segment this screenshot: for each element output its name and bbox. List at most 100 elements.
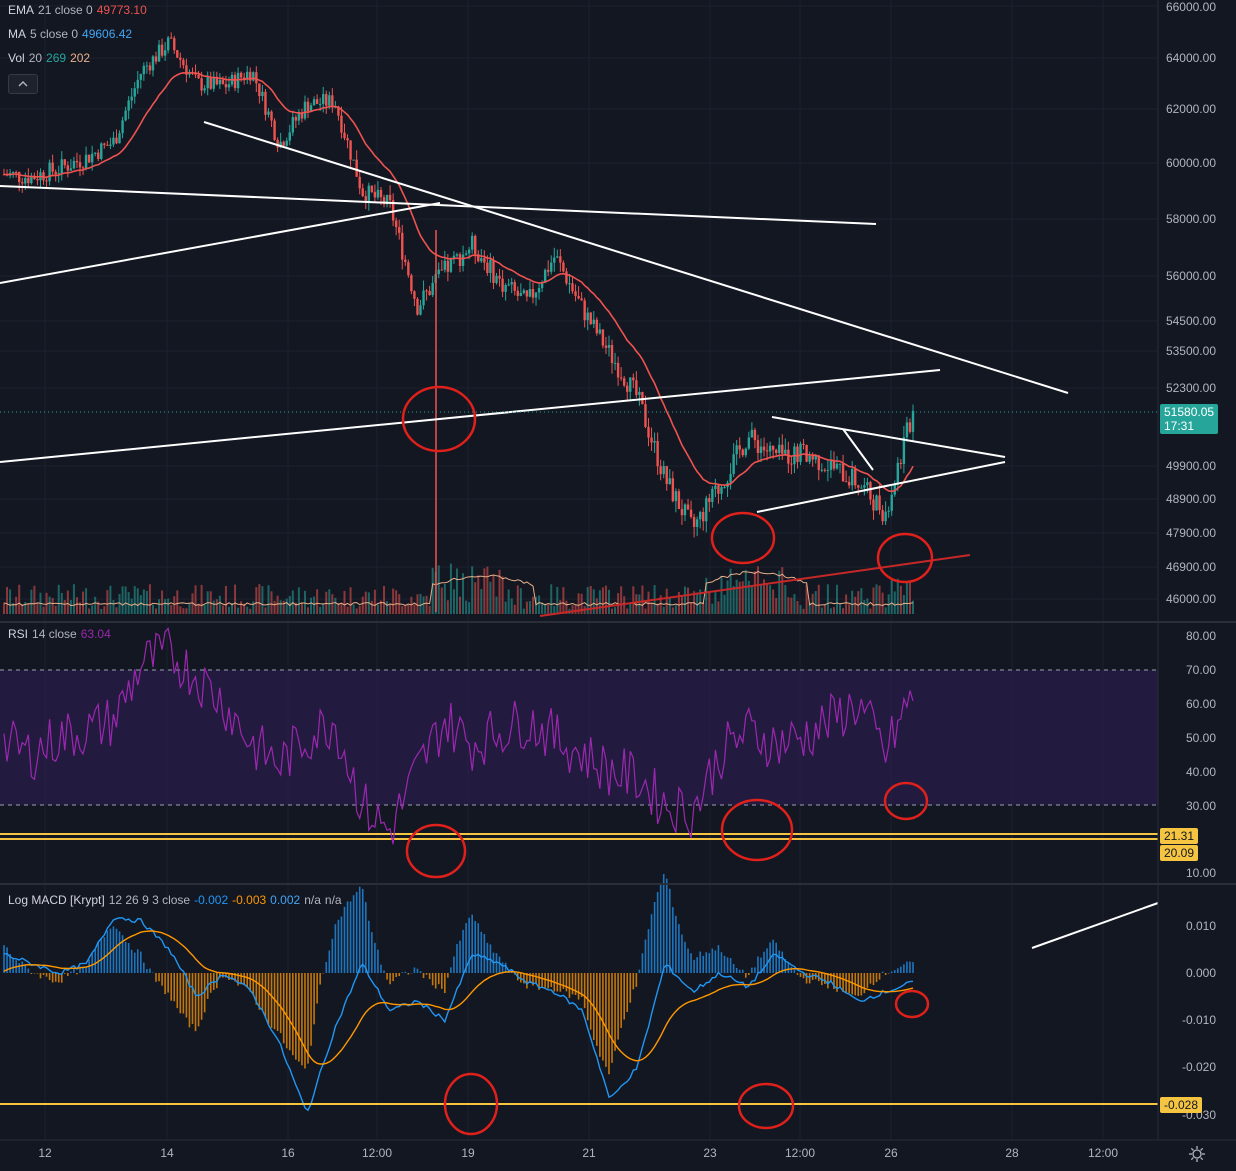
macd-histogram-bar <box>778 950 781 973</box>
macd-histogram-bar <box>343 906 346 973</box>
candle-body <box>370 185 374 192</box>
highlight-circle[interactable] <box>720 798 794 862</box>
candle-body <box>236 72 240 89</box>
highlight-circle[interactable] <box>876 532 934 584</box>
ma-legend[interactable]: MA 5 close 0 49606.42 <box>8 27 136 41</box>
volume-bar <box>12 603 15 614</box>
candle-body <box>416 298 419 315</box>
candle-body <box>480 258 483 262</box>
ema-legend[interactable]: EMA 21 close 0 49773.10 <box>8 3 151 17</box>
volume-bar <box>328 589 331 614</box>
volume-bar <box>264 607 267 614</box>
candle-body <box>580 298 583 301</box>
volume-bar <box>480 589 483 614</box>
trendline[interactable] <box>842 428 874 471</box>
macd-histogram-bar <box>91 953 93 973</box>
trendline[interactable] <box>203 121 1069 394</box>
macd-histogram-bar <box>866 973 869 988</box>
macd-histogram-bar <box>459 940 461 973</box>
volume-bar <box>118 593 121 614</box>
candle-body <box>90 153 94 163</box>
trendline[interactable] <box>0 202 441 284</box>
macd-histogram-bar <box>410 972 413 974</box>
macd-histogram-bar <box>322 973 325 974</box>
candle-body <box>510 282 513 285</box>
candle-body <box>805 445 808 462</box>
candle-body <box>106 144 109 146</box>
volume-bar <box>282 600 285 614</box>
macd-histogram-bar <box>371 932 373 973</box>
candle-body <box>765 450 769 452</box>
ma-legend-params: 5 close 0 <box>30 27 79 41</box>
candle-body <box>215 76 219 85</box>
volume-bar <box>839 604 842 614</box>
volume-bar <box>376 604 379 614</box>
candle-body <box>850 469 854 486</box>
macd-histogram-bar <box>893 970 896 973</box>
macd-histogram-bar <box>501 962 504 973</box>
highlight-circle[interactable] <box>405 823 467 879</box>
macd-histogram-bar <box>161 973 163 986</box>
candle-body <box>428 290 431 296</box>
candle-body <box>203 88 206 91</box>
volume-bar <box>449 563 452 614</box>
volume-bar <box>416 594 419 614</box>
candle-body <box>708 498 711 502</box>
macd-histogram-bar <box>27 968 30 973</box>
vol-legend[interactable]: Vol 20 269 202 <box>8 51 94 65</box>
volume-bar <box>875 584 878 614</box>
chart-settings-button[interactable] <box>1188 1145 1206 1163</box>
time-axis-label: 21 <box>582 1146 596 1160</box>
candle-body <box>160 44 164 56</box>
support-trendline[interactable] <box>539 554 971 617</box>
highlight-circle[interactable] <box>443 1072 499 1136</box>
time-axis-label: 12 <box>38 1146 52 1160</box>
candle-body <box>112 137 115 145</box>
candle-body <box>227 84 231 88</box>
volume-bar <box>91 605 94 614</box>
highlight-circle[interactable] <box>737 1082 795 1130</box>
volume-bar <box>243 603 246 614</box>
candle-body <box>24 177 27 184</box>
volume-bar <box>27 603 30 614</box>
trendline[interactable] <box>771 416 1006 458</box>
candle-body <box>887 510 890 512</box>
volume-bar <box>6 587 9 614</box>
candle-body <box>209 77 212 89</box>
highlight-circle[interactable] <box>883 781 929 821</box>
macd-histogram-bar <box>425 973 428 975</box>
last-price-tag: 51580.05 17:31 <box>1160 404 1219 434</box>
macd-legend[interactable]: Log MACD [Krypt] 12 26 9 3 close -0.002 -0.… <box>8 893 346 907</box>
macd-histogram-bar <box>808 973 811 984</box>
trendline[interactable] <box>756 461 1006 513</box>
vol-legend-params: 20 <box>28 51 43 65</box>
volume-bar <box>690 602 693 614</box>
ma-legend-name: MA <box>8 27 26 41</box>
trendline[interactable] <box>0 369 941 463</box>
macd-histogram-bar <box>76 973 78 975</box>
trendline[interactable] <box>0 185 877 225</box>
macd-histogram-bar <box>793 969 796 973</box>
macd-histogram-bar <box>270 973 273 1028</box>
macd-histogram-bar <box>611 973 613 1063</box>
candle-body <box>781 444 784 454</box>
macd-histogram-bar <box>900 966 902 973</box>
volume-bar <box>51 598 54 614</box>
candle-body <box>604 345 608 348</box>
highlight-circle[interactable] <box>894 989 930 1019</box>
rsi-level-tag: 20.09 <box>1160 845 1199 861</box>
highlight-circle[interactable] <box>401 385 477 453</box>
highlight-circle[interactable] <box>710 511 776 565</box>
macd-trendline[interactable] <box>1031 902 1159 949</box>
collapse-legend-button[interactable] <box>8 74 38 94</box>
rsi-legend[interactable]: RSI 14 close 63.04 <box>8 627 115 641</box>
macd-histogram-bar <box>732 963 735 973</box>
candle-body <box>318 103 322 105</box>
volume-bar <box>629 603 632 614</box>
macd-histogram-bar <box>583 973 586 1009</box>
candle-body <box>470 235 474 250</box>
candle-body <box>376 189 380 198</box>
macd-histogram-bar <box>544 973 546 988</box>
macd-histogram-bar <box>79 966 81 973</box>
